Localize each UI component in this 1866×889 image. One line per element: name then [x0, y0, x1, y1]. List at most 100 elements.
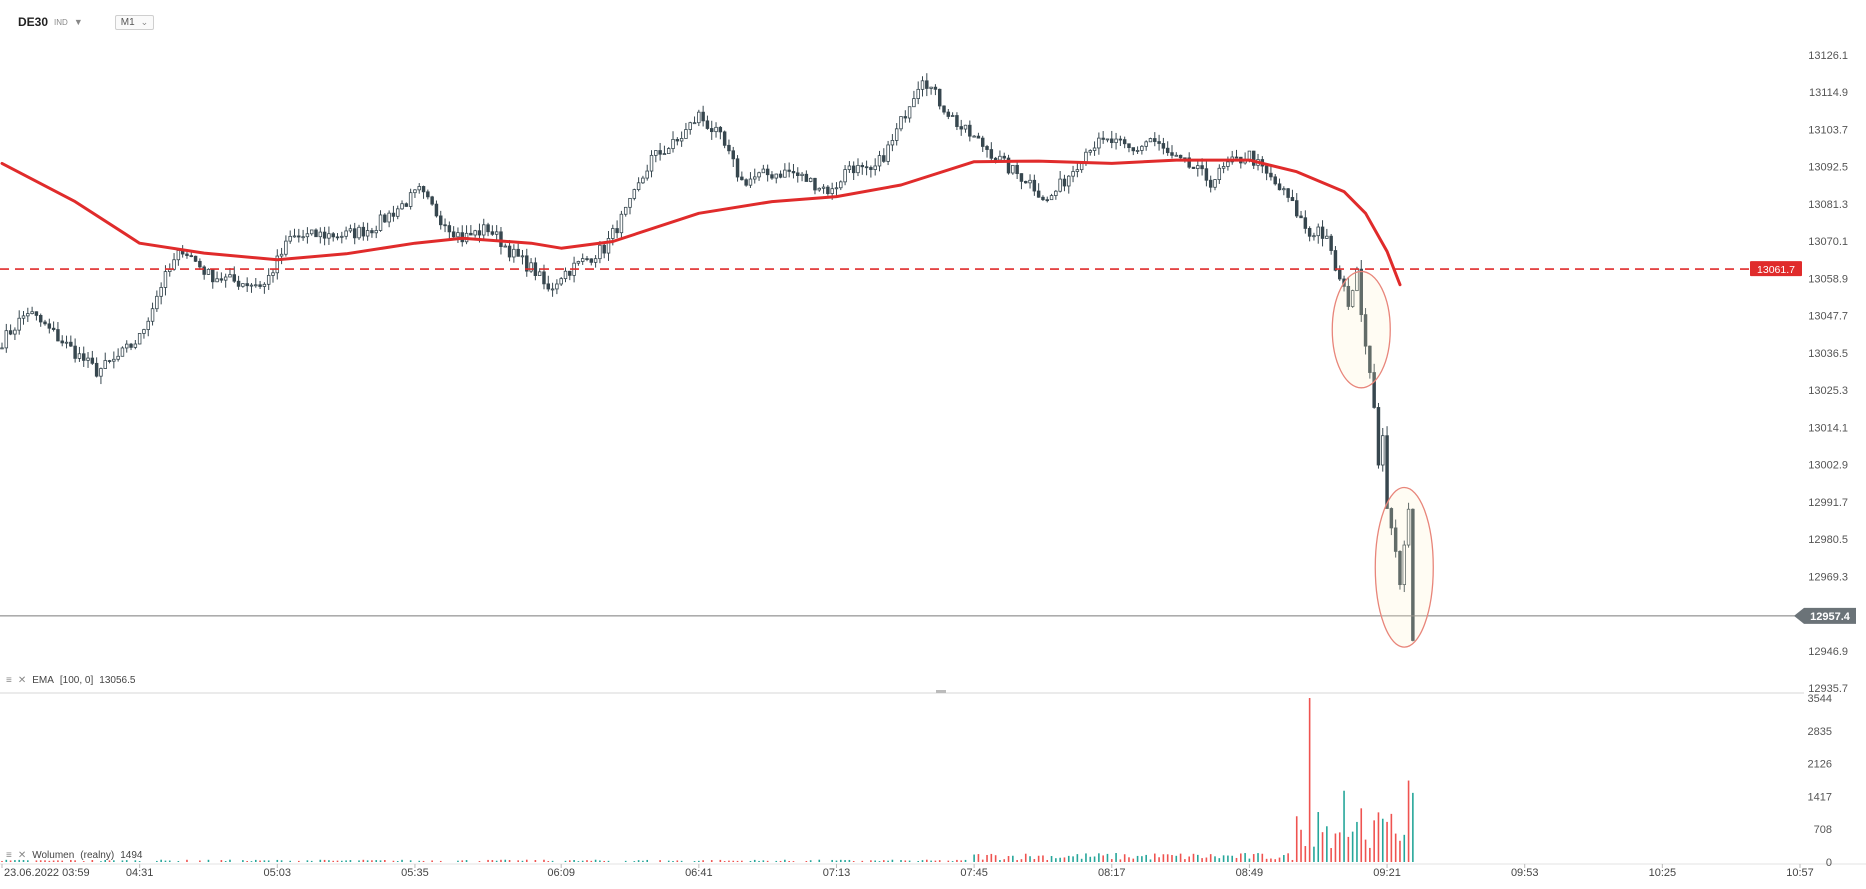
candle-body [404, 203, 409, 207]
volume-bar [276, 859, 279, 862]
volume-bar [61, 860, 64, 862]
candle-body [1393, 527, 1398, 552]
volume-bar [1136, 855, 1139, 862]
settings-lines-icon[interactable]: ≡ [6, 675, 12, 686]
pane-resize-handle[interactable] [936, 690, 946, 693]
time-tick-label: 10:25 [1649, 867, 1677, 879]
candle-body [176, 250, 181, 261]
candle-body [662, 153, 667, 156]
candle-body [1359, 268, 1363, 316]
candle-body [387, 212, 391, 223]
candle-body [1148, 138, 1153, 143]
price-tick-label: 13103.7 [1808, 124, 1848, 136]
candle-body [847, 165, 852, 170]
candle-body [202, 266, 206, 275]
candle-body [193, 255, 198, 262]
candle-body [800, 173, 804, 176]
volume-bar [1257, 853, 1259, 862]
volume-bar [1123, 854, 1126, 862]
candle-body [439, 215, 443, 226]
candle-body [391, 212, 396, 217]
volume-bar [551, 860, 554, 862]
volume-bar [1304, 846, 1307, 862]
volume-bar [642, 860, 644, 862]
candle-body [86, 357, 90, 361]
volume-bar [495, 860, 498, 862]
volume-bar [341, 860, 343, 862]
candle-body [959, 126, 963, 130]
candle-body [748, 178, 753, 186]
symbol-label[interactable]: DE30 [18, 15, 49, 29]
candle-body [434, 203, 439, 217]
dropdown-caret-icon[interactable]: ▼ [73, 17, 83, 27]
candle-body [112, 358, 116, 362]
volume-tick-label: 3544 [1808, 693, 1832, 705]
volume-bar [852, 861, 855, 862]
volume-bar [1184, 859, 1186, 862]
candle-body [899, 116, 903, 130]
volume-bar [91, 860, 94, 862]
volume-bar [775, 860, 778, 862]
candle-body [1299, 215, 1303, 219]
volume-bar [835, 860, 838, 862]
candle-body [245, 283, 249, 287]
volume-value: 1494 [120, 850, 143, 861]
candle-body [890, 140, 895, 146]
volume-bar [517, 860, 519, 862]
highlight-ellipse [1331, 270, 1391, 389]
volume-bar [882, 860, 885, 862]
close-x-icon[interactable]: ✕ [17, 675, 27, 686]
volume-bar [409, 860, 412, 862]
candle-body [989, 149, 994, 159]
candle-body [314, 229, 318, 238]
settings-lines-icon[interactable]: ≡ [6, 850, 12, 861]
overlay-annotations: 13061.7 12957.4 [0, 261, 1856, 648]
volume-bar [491, 860, 494, 862]
candle-body [718, 126, 723, 133]
ema-legend: ≡ ✕ EMA [100, 0] 13056.5 [6, 675, 135, 686]
volume-bar [1317, 812, 1320, 862]
candle-body [985, 146, 989, 150]
timeframe-select[interactable]: M1 ⌄ [114, 14, 155, 30]
candle-body [1118, 138, 1123, 141]
candle-body [1286, 188, 1290, 198]
volume-bar [164, 860, 167, 862]
volume-bar [52, 860, 55, 862]
price-tick-label: 13047.7 [1808, 311, 1848, 323]
candle-body [1114, 138, 1118, 144]
candle-body [744, 179, 748, 186]
candle-body [348, 228, 353, 232]
close-x-icon[interactable]: ✕ [17, 850, 27, 861]
volume-tick-label: 0 [1826, 857, 1832, 869]
volume-bar [1175, 855, 1178, 862]
volume-bar [1278, 857, 1281, 862]
volume-bar [1412, 792, 1414, 862]
candle-body [215, 278, 219, 283]
candle-body [684, 129, 688, 139]
volume-bar [1235, 857, 1238, 862]
volume-bar [328, 860, 330, 862]
candle-body [666, 148, 671, 155]
candle-body [395, 208, 400, 217]
candle-body [1251, 150, 1256, 166]
volume-bar [1050, 856, 1053, 862]
volume-bar [199, 860, 201, 862]
candle-body [211, 268, 215, 283]
volume-bar [362, 859, 365, 862]
volume-bar [926, 859, 928, 862]
candle-body [1204, 168, 1209, 181]
candle-body [1161, 143, 1166, 149]
candle-body [1282, 188, 1286, 191]
volume-tick-label: 2835 [1808, 726, 1832, 738]
time-tick-label: 10:57 [1786, 867, 1814, 879]
volume-bar [14, 860, 16, 862]
candle-body [473, 230, 477, 236]
candle-body [142, 329, 146, 334]
volume-bar [702, 860, 704, 862]
volume-bar [1042, 855, 1044, 862]
candle-body [1049, 195, 1054, 201]
volume-bar [977, 854, 980, 862]
ema-params: [100, 0] [59, 675, 94, 686]
candle-body [64, 341, 69, 344]
